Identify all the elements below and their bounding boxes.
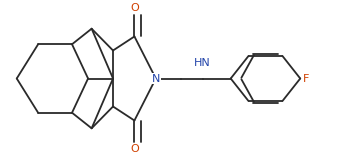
Text: F: F — [303, 73, 309, 84]
Text: O: O — [130, 3, 139, 14]
Text: O: O — [130, 143, 139, 154]
Text: HN: HN — [194, 58, 211, 68]
Text: N: N — [152, 73, 160, 84]
